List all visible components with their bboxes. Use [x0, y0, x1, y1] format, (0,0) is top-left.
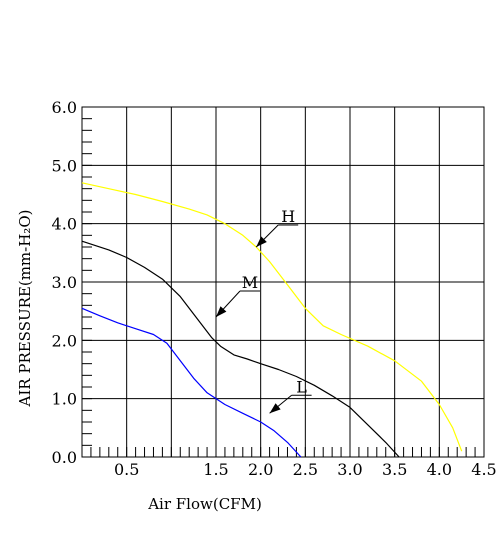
annotation-m-label: M: [242, 273, 258, 292]
x-axis-title: Air Flow(CFM): [147, 495, 262, 513]
annotation-h-arrowhead: [256, 236, 267, 247]
minor-ticks: [81, 106, 485, 458]
x-tick-label: 4.0: [427, 460, 452, 479]
x-tick-label: 4.5: [471, 460, 496, 479]
y-tick-label: 1.0: [52, 390, 77, 409]
annotation-m-arrowhead: [216, 306, 227, 317]
y-tick-label: 3.0: [52, 273, 77, 292]
x-tick-label: 3.5: [382, 460, 407, 479]
series-line-h: [81, 182, 463, 452]
y-tick-label: 0.0: [52, 448, 77, 467]
x-tick-label: 3.0: [337, 460, 362, 479]
y-tick-label: 2.0: [52, 331, 77, 350]
y-axis-title: AIR PRESSURE(mm-H₂O): [16, 210, 34, 408]
curve-annotations: H M L: [215, 207, 312, 414]
series-lines: [81, 182, 463, 458]
x-tick-label: 0.5: [114, 460, 139, 479]
x-tick-label: 2.5: [293, 460, 318, 479]
x-tick-label: 2.0: [248, 460, 273, 479]
x-tick-label: 1.5: [203, 460, 228, 479]
tick-labels: 0.5 1.5 2.0 2.5 3.0 3.5 4.0 4.5 0.0 1.0 2.0 3.0 4.0 5…: [52, 98, 497, 479]
annotation-l-label: L: [296, 377, 307, 396]
y-tick-label: 5.0: [52, 156, 77, 175]
series-line-m: [81, 240, 400, 458]
series-line-l: [81, 307, 302, 458]
grid: [81, 106, 485, 458]
annotation-h-label: H: [281, 207, 295, 226]
y-tick-label: 4.0: [52, 215, 77, 234]
y-tick-label: 6.0: [52, 98, 77, 117]
annotation-l-arrowhead: [269, 403, 281, 414]
